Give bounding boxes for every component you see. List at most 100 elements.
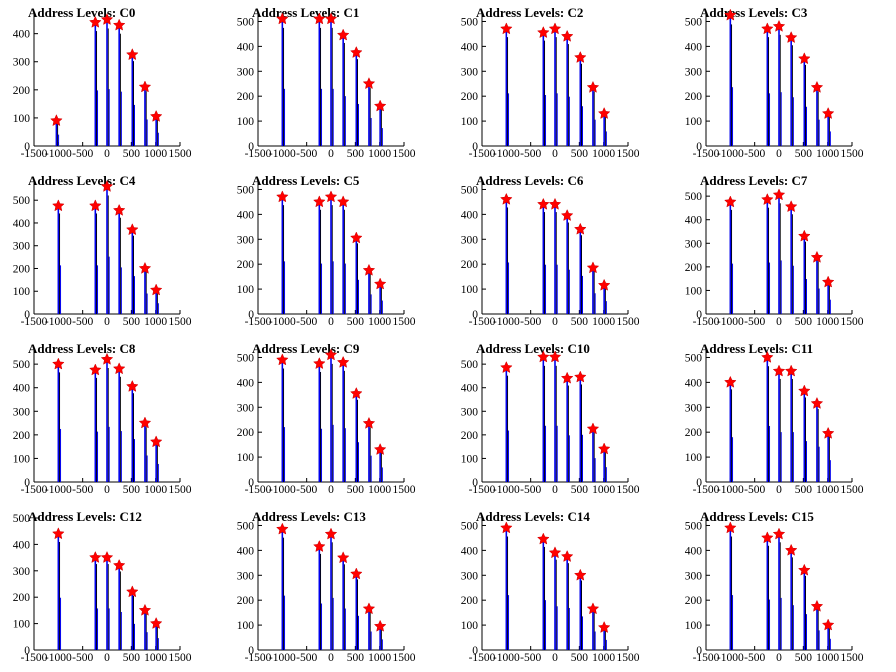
x-tick-label: -1000 (269, 316, 296, 328)
x-tick-label: -500 (296, 148, 317, 160)
peak-marker-icon (336, 195, 350, 208)
chart-title: Address Levels: C12 (28, 509, 142, 524)
peak-marker-icon (574, 222, 587, 235)
peak-marker-icon (336, 355, 350, 368)
chart-panel: Address Levels: C9 0 100 200 300 400 500 -1500-… (224, 336, 448, 504)
chart-panel: Address Levels: C13 0 100 200 300 400 500 -1500… (224, 504, 448, 672)
y-tick-label: 500 (13, 195, 31, 207)
y-tick-label: 200 (461, 259, 479, 271)
y-tick-label: 100 (685, 285, 703, 297)
y-tick-label: 100 (13, 453, 31, 465)
peak-marker-icon (798, 52, 811, 65)
x-tick-label: -1500 (693, 148, 720, 160)
peak-marker-icon (350, 45, 363, 58)
peak-marker-icon (350, 231, 363, 244)
y-tick-label: 0 (472, 645, 478, 657)
peak-marker-icon (761, 531, 774, 544)
y-tick-label: 0 (24, 645, 30, 657)
x-tick-label: -500 (744, 484, 765, 496)
x-tick-label: 0 (104, 148, 110, 160)
peak-marker-icon (52, 527, 65, 540)
y-tick-label: 400 (237, 209, 255, 221)
y-tick-label: 100 (685, 116, 703, 128)
y-tick-label: 500 (461, 520, 479, 532)
chart-panel: Address Levels: C1 0 100 200 300 400 500 -1500-… (224, 0, 448, 168)
peak-marker-icon (324, 348, 338, 361)
x-tick-label: 500 (123, 316, 141, 328)
peak-marker-icon (537, 532, 550, 545)
x-tick-label: 1500 (393, 316, 416, 328)
y-tick-label: 500 (237, 184, 255, 196)
chart-panel: Address Levels: C14 0 100 200 300 400 500 -1500… (448, 504, 672, 672)
y-tick-label: 400 (461, 209, 479, 221)
x-tick-label: -1500 (469, 484, 496, 496)
x-tick-label: 1000 (144, 484, 167, 496)
peak-marker-icon (336, 28, 350, 41)
x-tick-label: 1000 (816, 148, 839, 160)
x-tick-label: -1000 (717, 148, 744, 160)
x-tick-label: 500 (347, 148, 365, 160)
y-tick-label: 500 (461, 359, 479, 371)
x-tick-label: -500 (72, 484, 93, 496)
y-tick-label: 300 (13, 241, 31, 253)
chart-title: Address Levels: C5 (252, 173, 360, 188)
x-tick-label: -1000 (493, 148, 520, 160)
x-tick-label: 0 (776, 148, 782, 160)
chart-title: Address Levels: C11 (700, 341, 814, 356)
chart-title: Address Levels: C15 (700, 509, 814, 524)
x-tick-label: -1000 (269, 484, 296, 496)
y-tick-label: 0 (472, 141, 478, 153)
peak-marker-icon (574, 50, 587, 63)
x-tick-label: -1000 (269, 148, 296, 160)
x-tick-label: 1500 (393, 148, 416, 160)
chart-panel: Address Levels: C3 0 100 200 300 400 500 -1500-… (672, 0, 896, 168)
y-tick-label: 100 (13, 619, 31, 631)
x-tick-label: 1500 (169, 148, 192, 160)
y-tick-label: 200 (13, 263, 31, 275)
x-tick-label: 1500 (841, 148, 864, 160)
y-tick-label: 200 (237, 91, 255, 103)
peak-marker-icon (313, 540, 326, 553)
y-tick-label: 400 (685, 377, 703, 389)
peak-marker-icon (362, 263, 376, 276)
peak-marker-icon (810, 250, 824, 263)
y-tick-label: 500 (237, 352, 255, 364)
peak-marker-icon (724, 8, 737, 21)
y-tick-label: 200 (13, 85, 31, 97)
x-tick-label: 500 (571, 652, 589, 664)
y-tick-label: 500 (461, 184, 479, 196)
peak-marker-icon (798, 384, 811, 397)
y-tick-label: 200 (237, 259, 255, 271)
peak-marker-icon (500, 361, 513, 374)
peak-marker-icon (313, 12, 326, 25)
x-tick-label: 0 (552, 652, 558, 664)
x-tick-label: 500 (571, 484, 589, 496)
x-tick-label: 1000 (816, 316, 839, 328)
x-tick-label: -500 (744, 148, 765, 160)
x-tick-label: -1500 (693, 484, 720, 496)
x-tick-label: 0 (328, 652, 334, 664)
peak-marker-icon (52, 199, 65, 212)
peak-marker-icon (560, 29, 574, 42)
x-tick-label: 1000 (144, 148, 167, 160)
y-tick-label: 300 (237, 66, 255, 78)
y-tick-label: 400 (461, 41, 479, 53)
x-tick-label: 500 (347, 316, 365, 328)
x-tick-label: -1000 (45, 484, 72, 496)
peak-marker-icon (724, 195, 737, 208)
y-tick-label: 0 (24, 309, 30, 321)
y-tick-label: 200 (13, 430, 31, 442)
y-tick-label: 300 (685, 66, 703, 78)
y-tick-label: 0 (248, 309, 254, 321)
y-tick-label: 400 (461, 545, 479, 557)
peak-marker-icon (597, 442, 611, 455)
y-tick-label: 0 (24, 141, 30, 153)
peak-marker-icon (149, 435, 163, 448)
x-tick-label: 1500 (617, 484, 640, 496)
x-tick-label: -1500 (245, 316, 272, 328)
y-tick-label: 300 (237, 402, 255, 414)
